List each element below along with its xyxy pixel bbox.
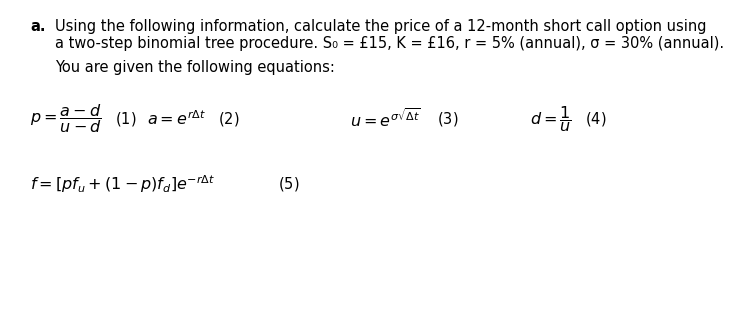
Text: $(4)$: $(4)$ [585,110,606,128]
Text: a.: a. [30,19,45,34]
Text: Using the following information, calculate the price of a 12-month short call op: Using the following information, calcula… [55,19,707,34]
Text: $(2)$: $(2)$ [218,110,240,128]
Text: $u = e^{\sigma\sqrt{\Delta t}}$: $u = e^{\sigma\sqrt{\Delta t}}$ [350,108,421,130]
Text: You are given the following equations:: You are given the following equations: [55,60,335,75]
Text: $p = \dfrac{a-d}{u-d}$: $p = \dfrac{a-d}{u-d}$ [30,102,102,136]
Text: $a = e^{r\Delta t}$: $a = e^{r\Delta t}$ [147,110,206,128]
Text: $(3)$: $(3)$ [437,110,458,128]
Text: a two-step binomial tree procedure. S₀ = £15, K = £16, r = 5% (annual), σ = 30% : a two-step binomial tree procedure. S₀ =… [55,36,724,51]
Text: $d = \dfrac{1}{u}$: $d = \dfrac{1}{u}$ [530,104,572,134]
Text: $(5)$: $(5)$ [278,175,299,193]
Text: $f = [pf_u + (1-p)f_d]e^{-r\Delta t}$: $f = [pf_u + (1-p)f_d]e^{-r\Delta t}$ [30,173,215,195]
Text: $(1)$: $(1)$ [115,110,136,128]
